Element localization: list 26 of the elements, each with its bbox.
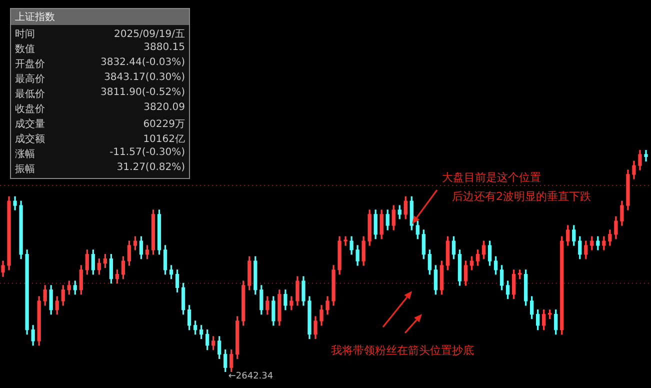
text: 2025/09/19/五 bbox=[112, 28, 185, 41]
annotation: 振幅 bbox=[15, 163, 36, 176]
text: 3820.09 bbox=[142, 102, 185, 115]
text: 3843.17(0.30%) bbox=[103, 72, 185, 85]
annotation: 我将带领粉丝在箭头位置抄底 bbox=[331, 343, 474, 358]
text: 时间 bbox=[15, 28, 36, 41]
annotation: 大盘目前是这个位置 bbox=[442, 170, 541, 185]
text: 60229万 bbox=[142, 118, 185, 131]
text: 数值 bbox=[15, 43, 36, 56]
annotation: ←2642.34 bbox=[228, 371, 274, 382]
annotation: 后边还有2波明显的垂直下跌 bbox=[452, 189, 591, 204]
text: 3880.15 bbox=[142, 42, 185, 55]
text: 3811.90(-0.52%) bbox=[99, 87, 185, 100]
annotation: 涨幅 bbox=[15, 148, 36, 161]
annotation: -11.57(-0.30%) bbox=[108, 147, 185, 160]
text: 开盘价 bbox=[15, 58, 46, 71]
text: 3832.44(-0.03%) bbox=[99, 57, 185, 70]
text: 最高价 bbox=[15, 72, 46, 86]
text: 10162亿 bbox=[142, 133, 185, 146]
text: 成交量 bbox=[15, 118, 46, 131]
text: 成交额 bbox=[15, 132, 46, 146]
candlestick bbox=[344, 236, 348, 246]
text: 收盘价 bbox=[15, 103, 46, 116]
text: 上证指数 bbox=[11, 9, 189, 25]
text: 最低价 bbox=[15, 88, 46, 101]
annotation: 31.27(0.82%) bbox=[116, 162, 185, 175]
